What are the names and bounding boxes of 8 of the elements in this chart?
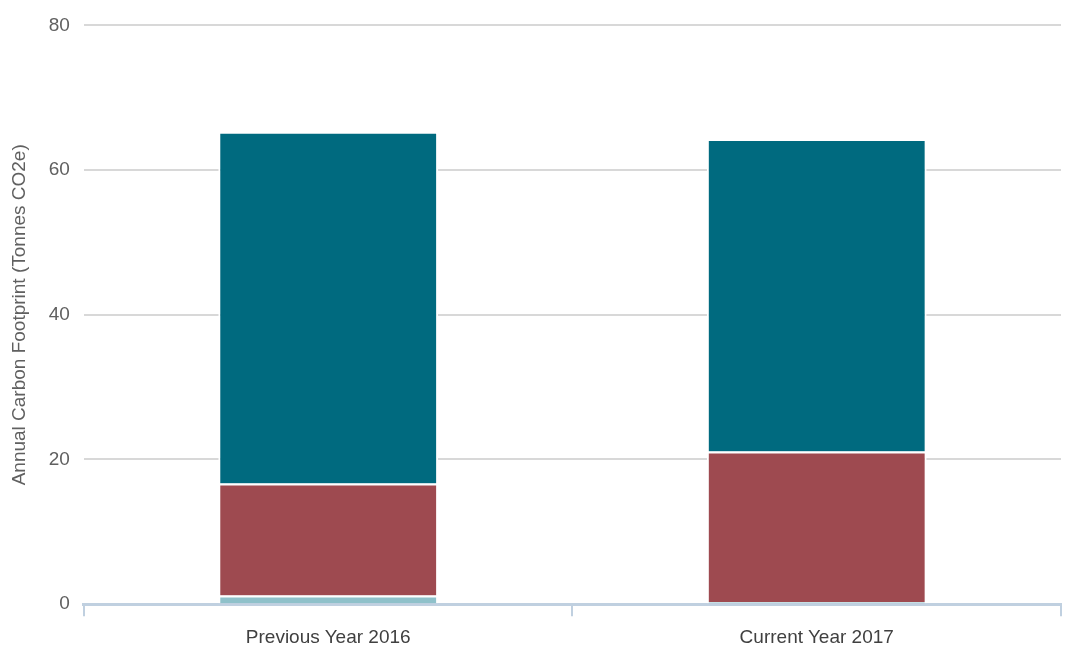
y-axis-title: Annual Carbon Footprint (Tonnes CO2e) <box>7 144 29 486</box>
x-tick-label: Current Year 2017 <box>739 625 894 647</box>
y-tick-label: 80 <box>48 13 70 35</box>
y-tick-label: 40 <box>48 303 70 325</box>
y-tick-label: 20 <box>48 447 70 469</box>
y-tick-label: 0 <box>59 592 70 614</box>
y-tick-label: 60 <box>48 158 70 180</box>
x-tick-label: Previous Year 2016 <box>245 625 411 647</box>
